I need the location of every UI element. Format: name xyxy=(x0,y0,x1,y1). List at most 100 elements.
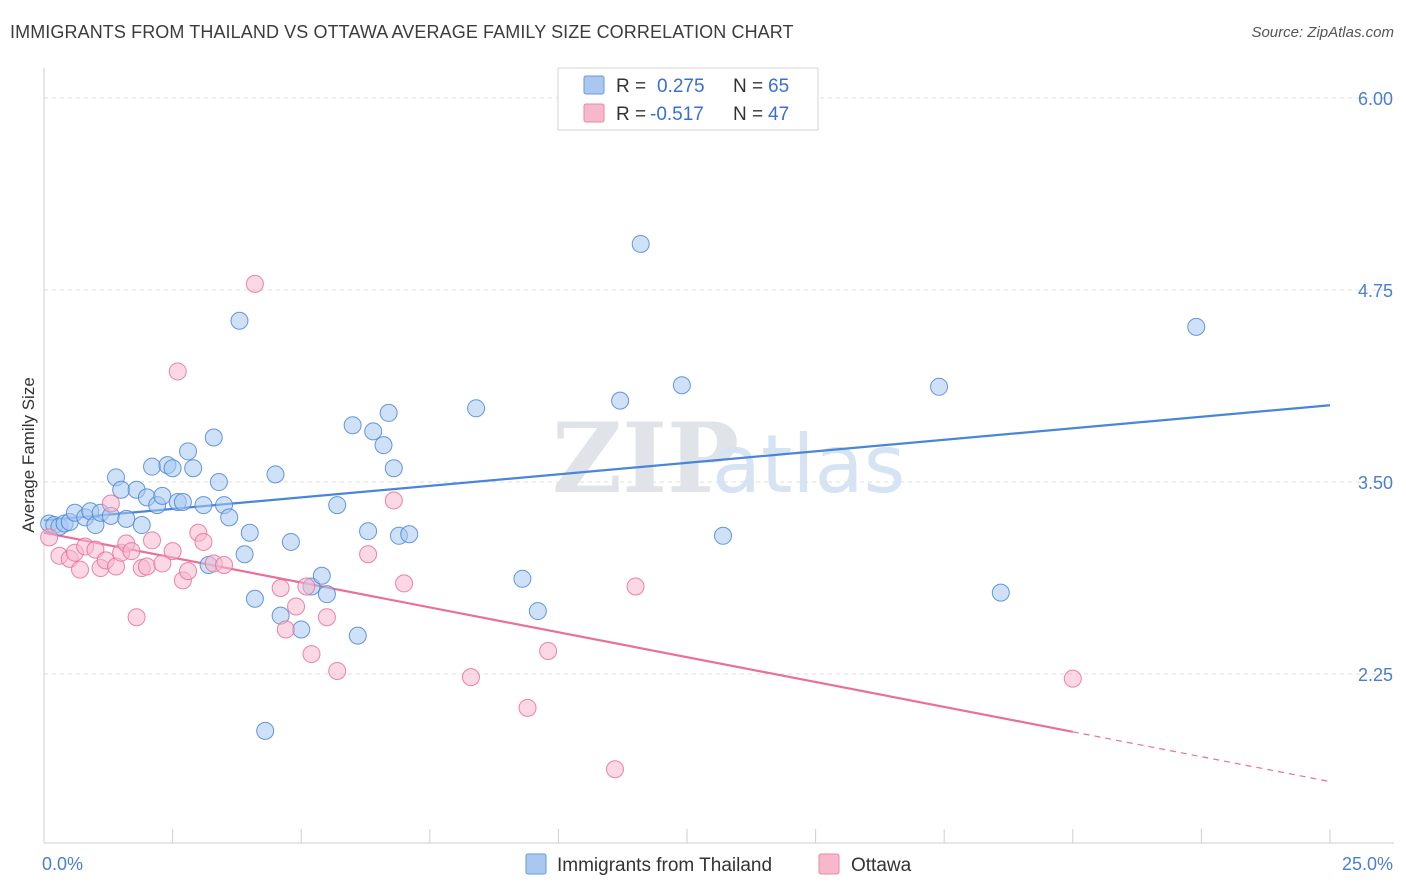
point-ottawa-14 xyxy=(127,608,146,627)
legend-bottom: Immigrants from Thailand Ottawa xyxy=(525,853,912,876)
point-thailand-42 xyxy=(312,566,331,585)
y-axis-label: Average Family Size xyxy=(19,377,38,533)
y-tick-label-1: 3.50 xyxy=(1358,473,1393,493)
point-thailand-48 xyxy=(364,422,383,441)
x-tick-labels: 0.0% 25.0% xyxy=(42,854,1393,874)
point-ottawa-29 xyxy=(276,620,295,639)
point-ottawa-31 xyxy=(297,577,316,596)
point-thailand-40 xyxy=(292,620,311,639)
point-ottawa-32 xyxy=(302,645,321,664)
x-tick-label-0: 0.0% xyxy=(42,854,83,874)
point-ottawa-24 xyxy=(194,532,213,551)
gridlines xyxy=(44,97,1394,675)
watermark-atlas: atlas xyxy=(712,418,905,511)
point-ottawa-17 xyxy=(143,531,162,550)
legend-n-label-thailand: N = xyxy=(733,76,763,97)
point-thailand-54 xyxy=(467,399,486,418)
point-thailand-13 xyxy=(117,509,136,528)
point-thailand-17 xyxy=(143,457,162,476)
point-thailand-62 xyxy=(991,583,1010,602)
point-ottawa-16 xyxy=(137,557,156,576)
point-thailand-28 xyxy=(204,428,223,447)
point-ottawa-9 xyxy=(101,494,120,513)
point-ottawa-35 xyxy=(359,545,378,564)
point-thailand-59 xyxy=(672,376,691,395)
point-thailand-61 xyxy=(930,377,949,396)
point-thailand-63 xyxy=(1187,317,1206,336)
point-ottawa-0 xyxy=(40,528,59,547)
legend-r-label-thailand: R = xyxy=(616,76,646,97)
legend-n-value-thailand: 65 xyxy=(768,76,789,97)
y-tick-label-2: 4.75 xyxy=(1358,281,1393,301)
trend-line-0 xyxy=(43,404,1331,522)
point-ottawa-4 xyxy=(71,560,90,579)
legend-n-value-ottawa: 47 xyxy=(768,104,789,125)
point-ottawa-28 xyxy=(271,579,290,598)
point-thailand-50 xyxy=(379,403,398,422)
point-thailand-35 xyxy=(245,589,264,608)
point-thailand-24 xyxy=(179,442,198,461)
legend-swatch-thailand xyxy=(583,75,605,95)
point-thailand-33 xyxy=(235,545,254,564)
bottom-legend-swatch-thailand xyxy=(525,853,547,875)
legend-n-label-ottawa: N = xyxy=(733,104,763,125)
point-ottawa-38 xyxy=(461,668,480,687)
point-thailand-25 xyxy=(184,459,203,478)
point-ottawa-39 xyxy=(518,698,537,717)
point-thailand-53 xyxy=(400,525,419,544)
source-label: Source: ZipAtlas.com xyxy=(1251,24,1394,41)
point-thailand-43 xyxy=(317,585,336,604)
point-ottawa-27 xyxy=(245,274,264,293)
trend-line-dashed-1 xyxy=(1072,731,1331,783)
point-ottawa-36 xyxy=(384,491,403,510)
point-thailand-36 xyxy=(256,721,275,740)
point-thailand-31 xyxy=(220,508,239,527)
point-thailand-51 xyxy=(384,459,403,478)
y-tick-label-3: 6.00 xyxy=(1358,89,1393,109)
point-thailand-44 xyxy=(328,496,347,515)
point-thailand-39 xyxy=(281,532,300,551)
point-thailand-15 xyxy=(132,516,151,535)
point-thailand-46 xyxy=(348,626,367,645)
y-tick-label-0: 2.25 xyxy=(1358,665,1393,685)
data-points xyxy=(40,234,1206,779)
point-ottawa-13 xyxy=(122,542,141,561)
point-ottawa-26 xyxy=(215,555,234,574)
point-thailand-45 xyxy=(343,416,362,435)
point-thailand-57 xyxy=(611,391,630,410)
point-ottawa-34 xyxy=(328,661,347,680)
point-ottawa-43 xyxy=(1063,669,1082,688)
point-thailand-34 xyxy=(240,523,259,542)
legend-top: R = 0.275 N = 65 R = -0.517 N = 47 xyxy=(557,67,819,131)
trend-line-1 xyxy=(43,531,1074,733)
point-thailand-29 xyxy=(209,473,228,492)
bottom-legend-swatch-ottawa xyxy=(818,853,840,875)
point-ottawa-37 xyxy=(395,574,414,593)
point-thailand-23 xyxy=(173,493,192,512)
watermark-zip: ZIP xyxy=(552,402,739,515)
point-ottawa-41 xyxy=(605,760,624,779)
point-thailand-26 xyxy=(194,496,213,515)
legend-swatch-ottawa xyxy=(583,103,605,123)
point-thailand-32 xyxy=(230,311,249,330)
point-ottawa-20 xyxy=(168,362,187,381)
legend-r-label-ottawa: R = xyxy=(616,104,646,125)
legend-r-value-ottawa: -0.517 xyxy=(650,104,704,125)
point-thailand-47 xyxy=(359,522,378,541)
bottom-legend-label-ottawa: Ottawa xyxy=(851,855,912,876)
point-ottawa-19 xyxy=(163,542,182,561)
point-ottawa-18 xyxy=(153,554,172,573)
bottom-legend-label-thailand: Immigrants from Thailand xyxy=(557,855,772,876)
chart-title: IMMIGRANTS FROM THAILAND VS OTTAWA AVERA… xyxy=(10,22,794,42)
point-ottawa-40 xyxy=(539,642,558,660)
point-thailand-56 xyxy=(528,602,547,621)
axes xyxy=(43,68,1394,844)
point-thailand-21 xyxy=(163,459,182,478)
y-tick-labels: 2.25 3.50 4.75 6.00 xyxy=(1358,89,1393,685)
point-ottawa-33 xyxy=(317,608,336,627)
point-ottawa-30 xyxy=(287,597,306,616)
point-ottawa-22 xyxy=(179,562,198,581)
point-thailand-37 xyxy=(266,465,285,484)
watermark: ZIP atlas xyxy=(552,402,905,515)
